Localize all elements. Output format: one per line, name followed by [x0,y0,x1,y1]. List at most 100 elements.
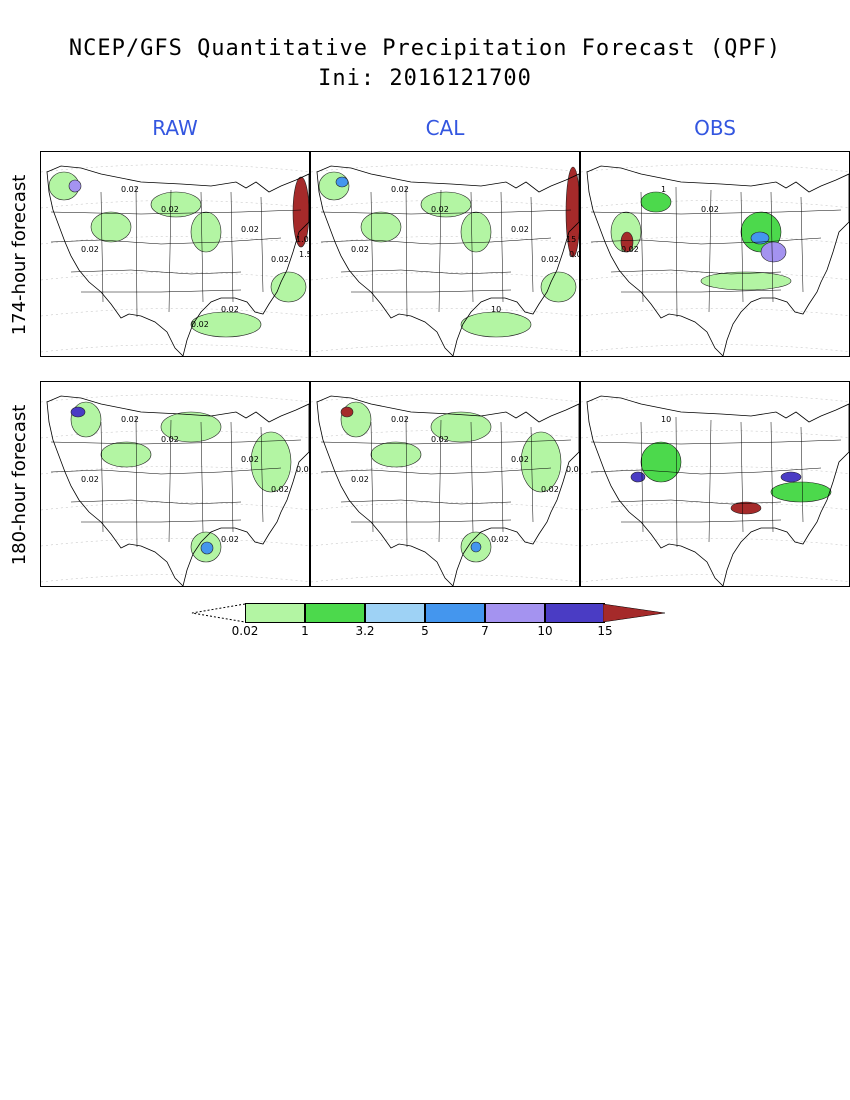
state-border [590,209,842,215]
state-border [640,421,644,533]
contour-label: 0.02 [271,255,289,264]
grid-line [581,236,849,245]
contour-label: 0.02 [191,320,209,329]
legend-tick-label: 15 [597,624,613,638]
map-panel-cal-180: 0.02 0.02 0.02 0.02 0.02 0.02 0.02 [310,381,580,587]
map-panel-raw-180: 0.02 0.02 0.02 0.02 0.02 0.02 0.02 [40,381,310,587]
state-border [50,209,302,215]
legend-tick-label: 7 [481,624,489,638]
state-border [530,426,534,523]
contour-label: 0.02 [491,535,509,544]
legend-tick-label: 10 [537,624,553,638]
contour-label: 0.02 [81,245,99,254]
state-border [740,421,744,533]
state-border [500,191,504,303]
precip-area [640,441,682,483]
contour-label: 0.02 [391,185,409,194]
contour-label: 0.02 [241,225,259,234]
contour-label: 0.02 [221,305,239,314]
grid-line [41,164,309,173]
coastline [586,165,849,356]
contour-label: 0.02 [701,205,719,214]
coastline [316,165,579,356]
state-border [405,186,408,318]
precip-area [770,481,832,503]
grid-line [41,344,309,353]
precip-area [190,211,222,253]
coastline [46,165,309,356]
color-legend: 0.02 1 3.2 5 7 10 15 [190,603,670,643]
state-border [260,196,264,293]
contour-label: 0.02 [541,255,559,264]
precip-area [90,211,132,243]
precip-area [250,431,292,493]
precip-area [700,271,792,291]
state-border [351,289,512,293]
state-border [340,499,512,505]
precip-area [270,271,307,303]
grid-line [41,574,309,583]
state-border [81,289,242,293]
grid-line [41,236,309,245]
state-border [621,519,782,523]
state-border [50,467,282,475]
precip-area [340,406,354,418]
contour-label: 10 [491,305,501,314]
legend-tick-label: 5 [421,624,429,638]
contour-label: 0.02 [241,455,259,464]
precip-area [335,176,349,188]
state-border [70,269,242,275]
contour-label: 0.02 [271,485,289,494]
contour-label: 0.02 [621,245,639,254]
contour-label: 0.02 [351,245,369,254]
state-border [81,519,242,523]
grid-line [581,574,849,583]
precip-area [190,311,262,338]
contour-label: 1.5 [299,250,310,259]
state-border [320,439,572,445]
grid-line [311,394,579,403]
contour-label: 15 [566,235,576,244]
grid-line [581,200,849,209]
map-panel-raw-174: 0.02 0.02 0.02 0.02 0.02 0.02 1.0 1.5 0.02 [40,151,310,357]
column-label-cal: CAL [425,116,465,140]
state-border [370,421,374,533]
precip-area [70,406,86,418]
contour-label: 0.02 [511,455,529,464]
precip-area [780,471,802,483]
state-border [50,237,282,245]
grid-line [311,574,579,583]
state-border [230,191,234,303]
contour-label: 0.02 [161,205,179,214]
precip-area [460,311,532,338]
map-panel-obs-174: 1 0.02 0.02 [580,151,850,357]
contour-label: 0.02 [296,465,310,474]
state-border [260,426,264,523]
precip-area [620,231,634,253]
state-border [351,519,512,523]
coastline [316,395,579,586]
contour-label: 0.02 [569,250,580,259]
state-border [370,191,374,303]
precip-area [565,166,579,258]
legend-tick-label: 1 [301,624,309,638]
state-border [675,416,678,548]
grid-line [311,236,579,245]
coastline [586,395,849,586]
legend-swatch-6 [545,603,605,623]
precip-area [370,441,422,468]
state-border [200,191,204,303]
precip-area [200,541,214,555]
state-border [590,467,822,475]
precip-area [730,501,762,515]
state-border [200,421,204,533]
precip-area [760,241,787,263]
state-border [50,439,302,445]
legend-high-arrow [603,603,666,623]
precip-area [430,411,492,443]
map-panel-cal-174: 0.02 0.02 0.02 0.02 0.02 10 15 0.02 [310,151,580,357]
precip-area [540,271,577,303]
contour-label: 10 [661,415,671,424]
grid-line [41,272,309,281]
contour-label: 0.02 [566,465,580,474]
